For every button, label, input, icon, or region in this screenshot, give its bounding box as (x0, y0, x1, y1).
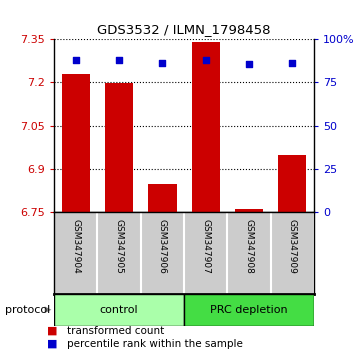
Bar (184, 294, 314, 326)
Text: GSM347908: GSM347908 (245, 219, 253, 274)
Text: transformed count: transformed count (67, 326, 164, 336)
Bar (105, 83, 133, 212)
Bar (148, 184, 177, 212)
Point (203, 57, 209, 63)
Bar (192, 42, 220, 212)
Text: control: control (100, 305, 138, 315)
Text: PRC depletion: PRC depletion (210, 305, 288, 315)
Bar (54, 294, 184, 326)
Text: GSM347909: GSM347909 (288, 219, 297, 274)
Text: GSM347907: GSM347907 (201, 219, 210, 274)
Text: GSM347906: GSM347906 (158, 219, 167, 274)
Text: percentile rank within the sample: percentile rank within the sample (67, 339, 243, 349)
Bar (278, 155, 306, 212)
Point (73, 57, 79, 63)
Text: ■: ■ (47, 326, 57, 336)
Text: protocol: protocol (5, 305, 51, 315)
Title: GDS3532 / ILMN_1798458: GDS3532 / ILMN_1798458 (97, 23, 271, 36)
Point (290, 60, 295, 65)
Point (246, 62, 252, 67)
Text: GSM347904: GSM347904 (71, 219, 80, 274)
Text: ■: ■ (47, 339, 57, 349)
Bar (235, 209, 263, 212)
Point (160, 60, 165, 65)
Bar (62, 74, 90, 212)
Text: GSM347905: GSM347905 (115, 219, 123, 274)
Point (116, 57, 122, 63)
